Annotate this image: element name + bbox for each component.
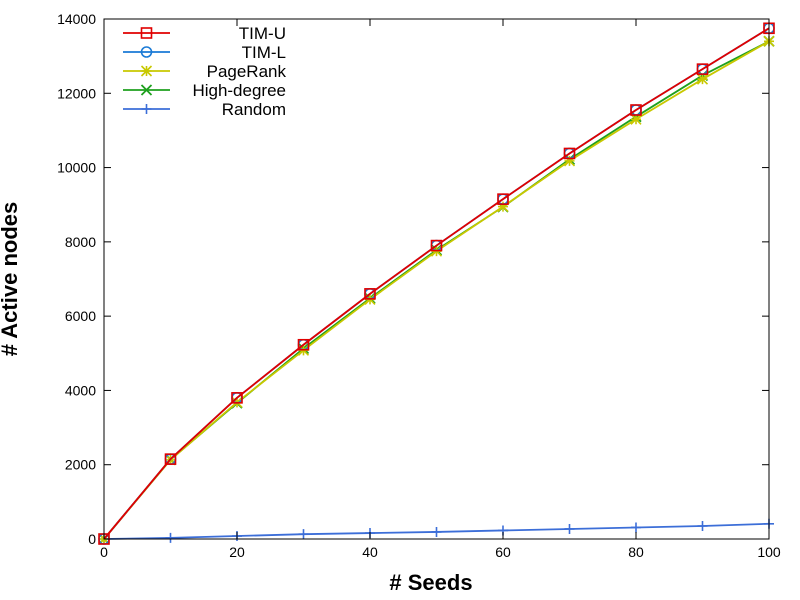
legend-swatch-marker [140,46,153,58]
y-tick-label: 0 [88,531,96,547]
series-pagerank [98,35,775,545]
legend-item-pagerank: PageRank [123,62,286,81]
y-tick-label: 14000 [57,11,96,27]
data-point-random [631,522,641,533]
data-point-pagerank [563,155,576,167]
data-point-pagerank [696,73,709,85]
x-tick-label: 40 [362,544,378,560]
data-point-tim-u [497,193,509,205]
legend-item-high-degree: High-degree [123,81,286,100]
y-axis-title: # Active nodes [0,202,22,356]
data-point-tim-u [563,147,576,160]
y-tick-label: 6000 [65,308,96,324]
data-point-random [165,532,176,543]
series-line-tim-l [103,27,770,540]
series-line-tim-u [103,27,770,540]
x-tick-label: 20 [229,544,245,560]
y-tick-label: 4000 [65,382,96,398]
legend-label: PageRank [207,62,287,81]
data-point-random [431,526,442,537]
x-tick-label: 100 [757,544,781,560]
data-point-pagerank [497,201,509,213]
legend-item-tim-u: TIM-U [123,24,286,43]
legend-item-random: Random [123,100,286,119]
legend-label: Random [222,100,286,119]
x-axis-title: # Seeds [389,570,472,595]
data-point-random [298,529,309,540]
data-point-tim-u [696,63,709,75]
y-tick-label: 12000 [57,85,96,101]
data-point-tim-u [297,338,310,351]
series-tim-l [98,22,775,545]
legend-label: TIM-U [239,24,286,43]
data-point-random [697,521,708,531]
legend-swatch-marker [140,27,153,39]
legend-swatch-marker [140,84,153,96]
x-tick-label: 60 [495,544,511,560]
series-line-pagerank [103,40,770,540]
y-tick-label: 8000 [65,234,96,250]
data-point-tim-u [231,392,243,404]
x-tick-label: 0 [100,544,108,560]
y-tick-label: 2000 [65,457,96,473]
data-point-tim-u [164,453,177,465]
data-point-tim-u [630,104,642,116]
legend-swatch-marker [140,65,153,77]
x-tick-label: 80 [628,544,644,560]
series-tim-u [98,22,775,545]
series-line-high-degree [103,40,770,540]
legend-item-tim-l: TIM-L [123,43,286,62]
data-point-tim-u [364,288,376,300]
legend-label: High-degree [192,81,286,100]
legend-label: TIM-L [242,43,286,62]
data-point-pagerank [630,113,642,125]
data-point-random [564,523,575,534]
series-high-degree [98,35,775,545]
series-random [99,518,774,544]
y-tick-label: 10000 [57,160,96,176]
ticks-layer: 0 20 40 60 80 100 0 2000 4000 6000 8000 10000 12000 1… [57,11,781,560]
plot-layer [98,22,775,545]
plot-frame [103,18,770,540]
data-point-tim-u [430,239,443,252]
legend-swatch-marker [141,104,152,114]
